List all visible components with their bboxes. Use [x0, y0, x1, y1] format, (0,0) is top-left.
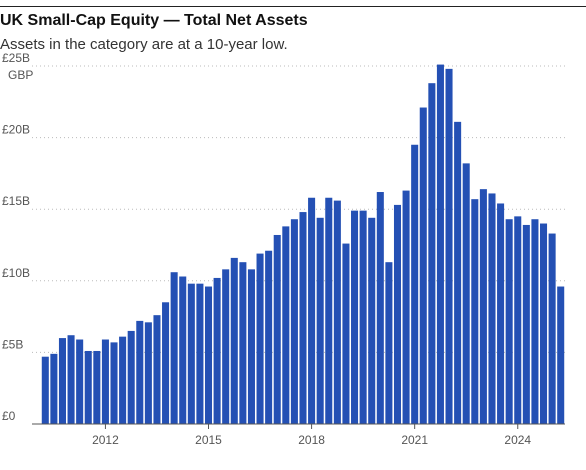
bar — [162, 302, 170, 424]
bar — [58, 338, 66, 424]
bar — [505, 219, 513, 424]
bar — [531, 219, 539, 424]
bar — [41, 356, 49, 424]
y-tick-label: £20B — [2, 123, 30, 137]
bar — [540, 223, 548, 424]
bar — [136, 320, 144, 424]
bar — [110, 342, 118, 424]
bar — [256, 253, 264, 424]
bar — [290, 219, 298, 424]
bar — [368, 217, 376, 424]
bar — [402, 190, 410, 424]
bar — [342, 243, 350, 424]
y-tick-label: £0 — [2, 409, 16, 423]
bar — [230, 257, 238, 424]
bar — [419, 107, 427, 424]
x-axis-ticks: 2012 2015 2018 2021 2024 — [92, 424, 531, 447]
bar — [522, 224, 530, 424]
bar — [428, 83, 436, 425]
bar — [376, 192, 384, 424]
bar — [196, 283, 204, 424]
bar — [153, 315, 161, 424]
bar — [67, 335, 75, 424]
bar — [333, 200, 341, 424]
x-tick-label: 2021 — [401, 433, 428, 447]
bar — [265, 250, 273, 424]
bar — [488, 193, 496, 424]
x-tick-label: 2024 — [504, 433, 531, 447]
bar — [84, 350, 92, 424]
bar — [411, 144, 419, 424]
y-tick-label: £5B — [2, 337, 23, 351]
bars — [41, 64, 565, 425]
y-tick-label: £25B — [2, 51, 30, 65]
x-tick-label: 2015 — [195, 433, 222, 447]
bar — [127, 330, 135, 424]
y-axis-ticks: £0 £5B £10B £15B £20B £25B — [2, 51, 30, 423]
x-tick-label: 2012 — [92, 433, 119, 447]
bar — [144, 322, 152, 424]
y-axis-unit: GBP — [8, 68, 33, 82]
bar — [548, 233, 556, 424]
bar — [359, 210, 367, 424]
bar — [247, 269, 255, 424]
top-rule — [0, 6, 586, 7]
bar — [187, 283, 195, 424]
bar — [239, 262, 247, 424]
bar — [170, 272, 178, 424]
y-tick-label: £10B — [2, 266, 30, 280]
bar — [93, 350, 101, 424]
bar — [119, 336, 127, 424]
bar — [462, 163, 470, 424]
bar — [436, 64, 444, 425]
bar — [557, 286, 565, 424]
y-tick-label: £15B — [2, 194, 30, 208]
bar — [76, 339, 84, 424]
bar — [213, 277, 221, 424]
bar — [325, 197, 333, 424]
bar — [204, 286, 213, 424]
x-tick-label: 2018 — [298, 433, 325, 447]
bar — [101, 339, 109, 424]
chart-title: UK Small-Cap Equity — Total Net Assets — [0, 12, 308, 29]
bar — [222, 269, 230, 424]
bar — [471, 199, 479, 424]
bar — [479, 189, 487, 424]
bar — [445, 68, 453, 424]
bar — [385, 262, 393, 424]
bar — [282, 226, 290, 424]
bar — [351, 210, 359, 424]
bar — [497, 203, 505, 424]
bar — [299, 212, 307, 424]
bar — [179, 276, 187, 424]
chart-subtitle: Assets in the category are at a 10-year … — [0, 36, 288, 53]
bar — [316, 217, 324, 424]
bar — [308, 197, 316, 424]
bar — [50, 353, 58, 424]
bar — [454, 121, 462, 425]
bar — [514, 216, 522, 424]
bar — [273, 234, 281, 424]
bar — [393, 204, 402, 424]
